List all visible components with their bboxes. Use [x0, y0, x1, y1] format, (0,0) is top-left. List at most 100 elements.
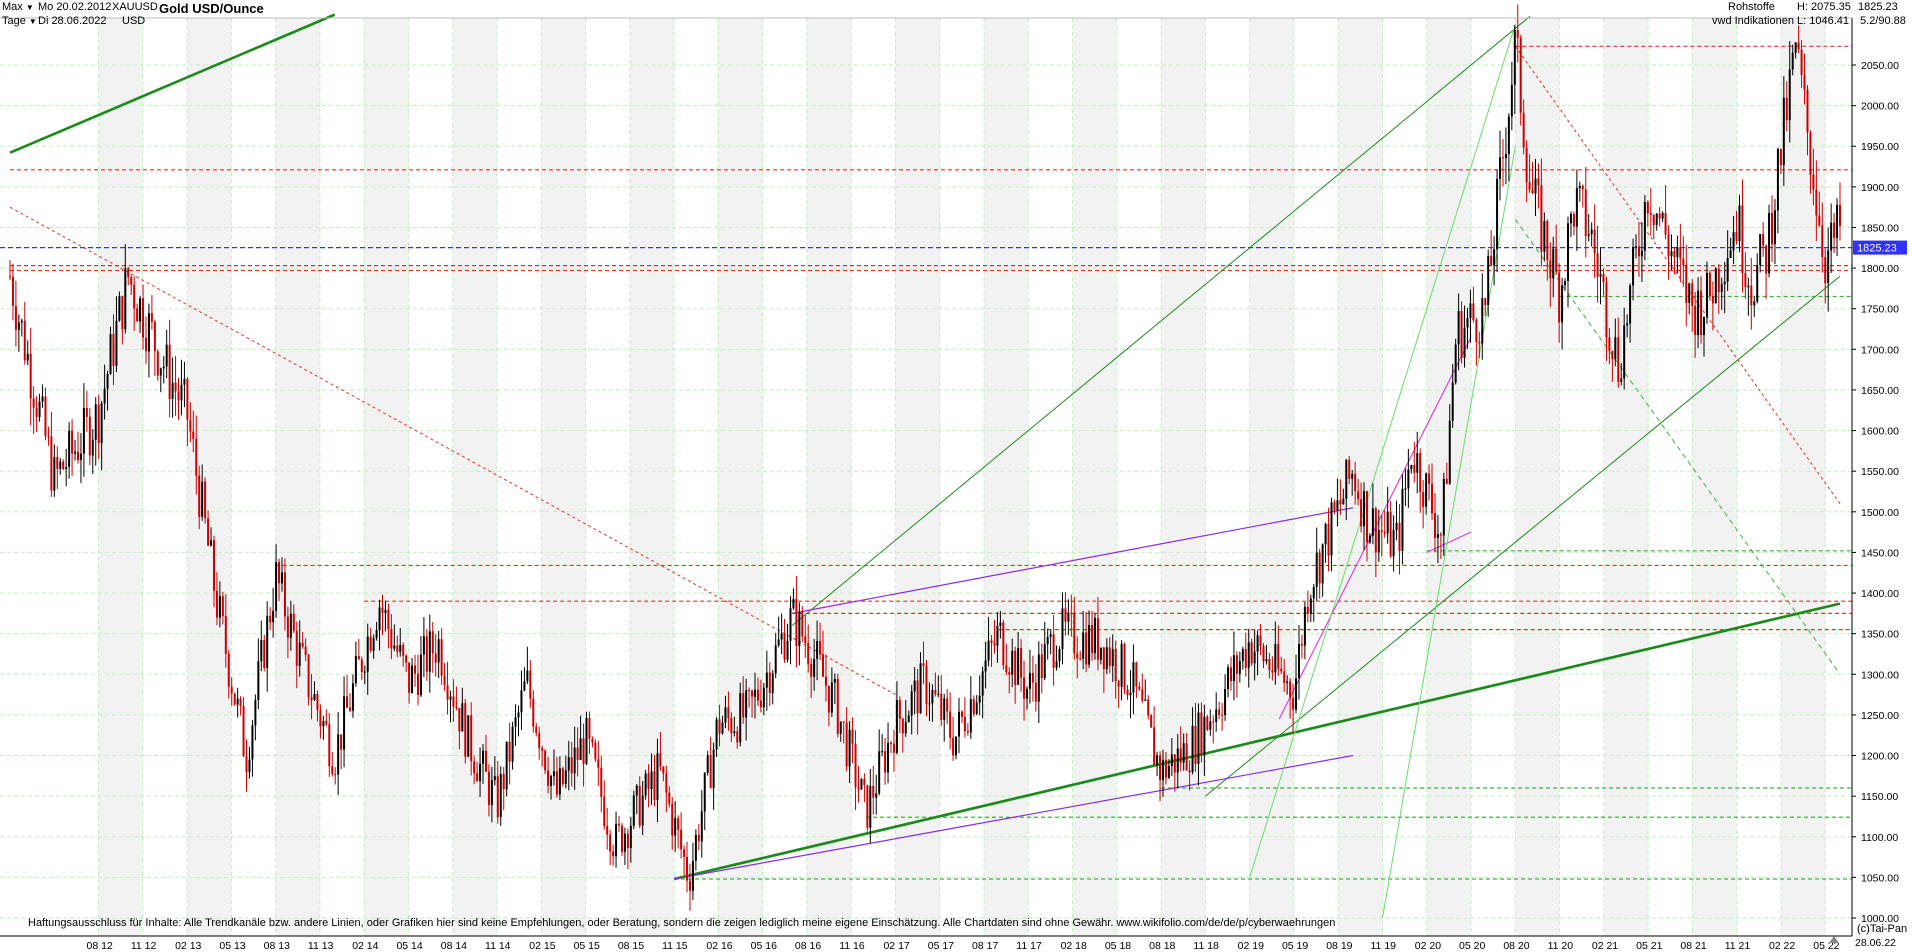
candle-body — [1688, 283, 1691, 303]
candle-body — [490, 780, 493, 805]
candle-body — [130, 277, 133, 285]
candle-body — [807, 643, 810, 664]
candle-body — [1049, 634, 1052, 637]
candle-body — [1457, 310, 1460, 345]
candle-body — [313, 694, 316, 700]
candle-body — [615, 823, 618, 857]
candle-body — [369, 636, 372, 651]
candle-body — [399, 644, 402, 652]
time-band — [1603, 18, 1649, 936]
candle-body — [29, 353, 32, 399]
candle-body — [1002, 622, 1005, 666]
candle-body — [177, 391, 180, 401]
candle-body — [1726, 257, 1729, 282]
candle-body — [1611, 350, 1614, 360]
candle-body — [1448, 420, 1451, 484]
candle-body — [1215, 709, 1218, 722]
x-tick-label: 02 17 — [883, 940, 909, 952]
candle-body — [576, 747, 579, 760]
candle-body — [1839, 205, 1841, 227]
x-tick-label: 05 13 — [219, 940, 245, 952]
candle-body — [550, 776, 553, 786]
x-tick-label: 02 13 — [175, 940, 201, 952]
chevron-down-icon: ▼ — [25, 3, 34, 12]
candle-body — [47, 436, 50, 438]
candle-body — [343, 696, 346, 750]
candle-body — [535, 726, 538, 734]
candle-body — [783, 633, 786, 660]
candle-body — [1581, 185, 1584, 190]
candle-body — [301, 642, 304, 647]
candle-body — [827, 685, 830, 713]
candle-body — [159, 368, 162, 376]
candle-body — [1259, 635, 1262, 647]
candle-body — [668, 792, 671, 804]
candle-body — [706, 755, 709, 773]
candle-body — [724, 707, 727, 723]
trend-line — [674, 754, 1354, 880]
candle-body — [857, 787, 860, 790]
candle-body — [1540, 185, 1543, 252]
candle-body — [1614, 337, 1617, 360]
candle-body — [319, 710, 322, 727]
candle-body — [1803, 75, 1806, 90]
candle-body — [1490, 255, 1493, 266]
candle-body — [839, 721, 842, 734]
candle-body — [115, 320, 118, 366]
candle-body — [1111, 649, 1114, 666]
candle-body — [127, 268, 130, 278]
candle-body — [709, 755, 712, 788]
candle-body — [65, 466, 68, 470]
candle-body — [1433, 513, 1436, 538]
candle-body — [103, 388, 106, 404]
candle-body — [940, 693, 943, 720]
candle-body — [257, 661, 260, 700]
candle-body — [1306, 606, 1309, 614]
candle-body — [960, 711, 963, 717]
candle-body — [286, 616, 289, 638]
scroll-arrow-icon[interactable] — [1829, 936, 1839, 943]
candle-body — [1008, 672, 1011, 675]
candle-body — [434, 653, 437, 663]
y-tick-label: 1450.00 — [1861, 547, 1899, 559]
candle-body — [402, 644, 405, 656]
candle-body — [38, 401, 41, 417]
candle-body — [721, 722, 724, 734]
candle-body — [1567, 223, 1570, 281]
candle-body — [195, 438, 198, 476]
candle-body — [957, 711, 960, 737]
candle-body — [396, 645, 399, 652]
candle-body — [833, 679, 836, 683]
candle-body — [467, 715, 470, 757]
time-band — [452, 18, 498, 936]
candle-body — [292, 613, 295, 631]
candle-body — [955, 736, 958, 756]
candle-body — [44, 396, 47, 437]
candle-body — [972, 699, 975, 714]
candle-body — [1451, 382, 1454, 421]
candle-body — [860, 778, 863, 790]
candle-body — [561, 768, 564, 784]
candle-body — [346, 696, 349, 708]
high-value: H: 2075.35 — [1797, 1, 1851, 13]
candle-body — [109, 334, 112, 375]
candle-body — [198, 475, 201, 517]
candle-body — [748, 690, 751, 692]
candle-body — [854, 743, 857, 788]
range-selector[interactable]: Max ▼ — [2, 1, 34, 14]
candle-body — [1117, 681, 1120, 687]
candle-body — [1682, 258, 1685, 265]
candle-body — [32, 398, 35, 408]
candle-body — [872, 785, 875, 798]
candle-body — [1232, 655, 1235, 682]
candle-body — [1513, 29, 1516, 85]
candle-body — [620, 825, 623, 852]
candle-body — [1478, 342, 1481, 344]
x-tick-label: 02 22 — [1769, 940, 1795, 952]
candle-body — [1088, 625, 1091, 665]
candle-body — [437, 639, 440, 663]
candle-body — [1711, 296, 1714, 304]
x-tick-label: 05 15 — [574, 940, 600, 952]
interval-selector[interactable]: Tage ▼ — [2, 15, 37, 28]
